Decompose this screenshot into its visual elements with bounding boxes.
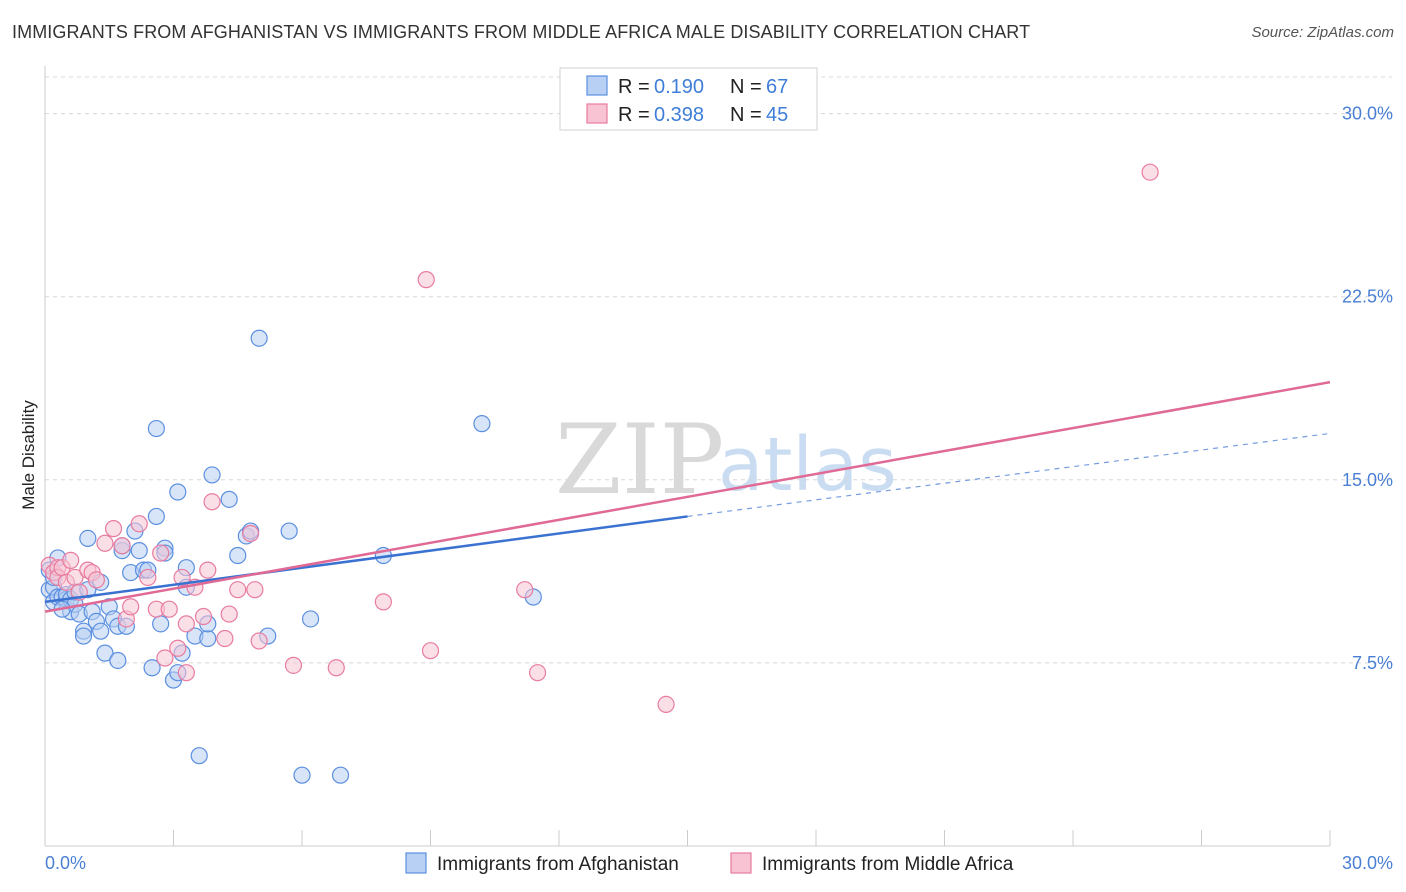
legend-r-value-2: 0.398	[654, 104, 704, 126]
axes	[44, 66, 1331, 847]
data-point	[156, 649, 174, 667]
y-tick-label: 30.0%	[1342, 104, 1393, 124]
data-point	[246, 581, 264, 599]
series-legend-swatch-afghanistan	[405, 852, 427, 874]
data-point	[147, 507, 165, 526]
data-point	[657, 695, 675, 714]
data-point	[516, 581, 534, 599]
data-point	[1141, 163, 1159, 181]
legend-n-label-2: N =	[730, 104, 762, 126]
trend-line-afghanistan-extended	[687, 432, 1331, 518]
data-point	[130, 515, 148, 533]
legend-n-value-2: 45	[766, 104, 788, 126]
watermark-zip: ZIP	[555, 404, 724, 516]
data-point	[152, 615, 170, 633]
data-point	[229, 581, 247, 599]
series-legend-swatch-middle-africa	[730, 852, 752, 874]
data-point	[190, 747, 208, 765]
trend-line-afghanistan	[44, 515, 688, 604]
data-point	[160, 600, 178, 618]
legend-swatch-pink	[586, 103, 608, 124]
data-point	[169, 639, 187, 657]
data-point	[169, 483, 187, 501]
data-point	[250, 329, 268, 347]
data-point	[374, 593, 392, 611]
legend-r-label-1: R =	[618, 76, 650, 98]
data-point	[242, 524, 260, 543]
data-point	[203, 493, 221, 511]
data-point	[528, 664, 547, 682]
legend-n-label-1: N =	[730, 76, 762, 98]
series-legend-label-afghanistan: Immigrants from Afghanistan	[437, 854, 679, 875]
trend-line-middle-africa	[44, 380, 1331, 613]
data-point	[96, 644, 114, 662]
chart-title: IMMIGRANTS FROM AFGHANISTAN VS IMMIGRANT…	[12, 22, 1031, 42]
data-point	[113, 537, 131, 555]
x-tick-label-max: 30.0%	[1342, 853, 1393, 873]
series-middle-africa-points	[40, 163, 1159, 714]
y-tick-label: 22.5%	[1342, 287, 1393, 307]
data-point	[194, 607, 213, 626]
data-point	[199, 561, 217, 579]
data-point	[220, 490, 238, 508]
data-point	[473, 415, 491, 433]
data-point	[143, 659, 161, 677]
data-point	[417, 271, 435, 289]
data-point	[96, 534, 114, 552]
data-point	[92, 622, 110, 640]
data-point	[173, 568, 191, 587]
data-point	[280, 522, 298, 540]
data-point	[216, 629, 234, 648]
legend-n-value-1: 67	[766, 76, 788, 98]
data-point	[152, 544, 170, 562]
x-tick-label-min: 0.0%	[45, 853, 86, 873]
data-point	[87, 571, 106, 589]
data-point	[203, 466, 221, 484]
trend-lines	[44, 380, 1331, 613]
data-point	[109, 651, 127, 670]
series-legend-label-middle-africa: Immigrants from Middle Africa	[762, 854, 1014, 875]
y-axis-label: Male Disability	[19, 400, 38, 510]
series-afghanistan-points	[40, 329, 542, 784]
data-point	[220, 605, 238, 623]
data-point	[421, 642, 440, 660]
legend-r-value-1: 0.190	[654, 76, 704, 98]
x-tick-labels: 0.0% 30.0%	[45, 853, 1393, 873]
y-tick-label: 15.0%	[1342, 470, 1393, 490]
data-point	[293, 766, 311, 784]
data-point	[62, 551, 80, 569]
data-point	[177, 664, 195, 682]
data-point	[229, 546, 247, 565]
data-point	[331, 766, 350, 784]
data-point	[104, 520, 123, 538]
source-credit: Source: ZipAtlas.com	[1251, 24, 1394, 41]
data-point	[199, 629, 217, 648]
data-point	[130, 542, 148, 560]
data-point	[139, 568, 157, 587]
y-tick-label: 7.5%	[1352, 653, 1393, 673]
legend-r-label-2: R =	[618, 104, 650, 126]
data-point	[147, 419, 165, 438]
data-point	[122, 598, 140, 616]
data-point	[250, 632, 268, 650]
legend-swatch-blue	[586, 75, 608, 96]
series-legend: Immigrants from Afghanistan Immigrants f…	[405, 852, 1014, 875]
data-point	[74, 627, 93, 645]
data-point	[177, 615, 195, 633]
data-point	[284, 656, 303, 674]
data-point	[79, 529, 97, 548]
data-point	[301, 610, 320, 628]
y-tick-labels: 7.5% 15.0% 22.5% 30.0%	[1342, 104, 1393, 673]
data-point	[327, 659, 345, 677]
stats-legend: R = 0.190 N = 67 R = 0.398 N = 45	[559, 67, 818, 131]
